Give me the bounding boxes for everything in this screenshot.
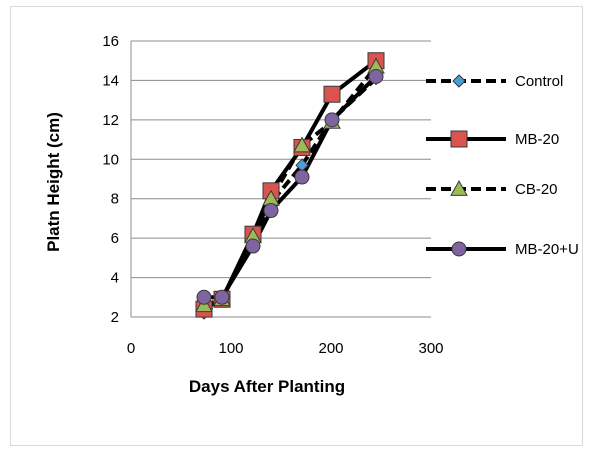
legend-marker [450, 179, 468, 196]
data-point [294, 169, 310, 185]
x-tick-label: 0 [127, 340, 135, 357]
data-point [293, 136, 311, 153]
y-tick-labels: 2 4 6 8 10 12 14 16 [102, 33, 119, 326]
series-mb-20-u [204, 75, 378, 300]
legend-entry: MB-20+U [426, 241, 579, 258]
legend-label: CB-20 [515, 181, 558, 198]
data-point [196, 289, 212, 305]
legend: Control MB-20 CB-20 MB-20+U [426, 73, 579, 258]
x-tick-label: 100 [218, 340, 243, 357]
y-tick-label: 16 [102, 33, 119, 50]
data-point [368, 68, 384, 84]
x-tick-label: 200 [318, 340, 343, 357]
markers-mb-20-u [196, 68, 384, 305]
legend-entry: MB-20 [426, 130, 559, 148]
x-tick-label: 300 [418, 340, 443, 357]
data-point [323, 85, 341, 103]
data-point [324, 112, 340, 128]
y-tick-label: 2 [111, 309, 119, 326]
gridlines [130, 40, 431, 318]
chart-frame: 2 4 6 8 10 12 14 16 0 100 200 300 Days After Plant… [10, 6, 583, 446]
legend-entry: Control [426, 73, 563, 90]
y-tick-label: 14 [102, 72, 119, 89]
data-point [263, 203, 279, 219]
legend-marker [450, 130, 468, 148]
legend-label: MB-20+U [515, 241, 579, 258]
y-tick-label: 10 [102, 151, 119, 168]
chart-svg: 2 4 6 8 10 12 14 16 0 100 200 300 Days After Plant… [44, 33, 579, 396]
legend-label: MB-20 [515, 131, 559, 148]
x-axis-title: Days After Planting [189, 377, 345, 396]
legend-entry: CB-20 [426, 179, 558, 198]
legend-marker [452, 74, 466, 88]
markers-control [197, 71, 383, 320]
legend-label: Control [515, 73, 563, 90]
series-line [204, 75, 378, 300]
data-point [214, 289, 230, 305]
y-tick-label: 6 [111, 230, 119, 247]
series-layer [195, 52, 385, 320]
y-tick-label: 8 [111, 191, 119, 208]
legend-marker [451, 241, 467, 257]
y-axis-title: Platn Height (cm) [44, 112, 63, 252]
data-point [245, 238, 261, 254]
y-tick-label: 12 [102, 112, 119, 129]
x-tick-labels: 0 100 200 300 [127, 340, 444, 357]
y-tick-label: 4 [111, 270, 119, 287]
